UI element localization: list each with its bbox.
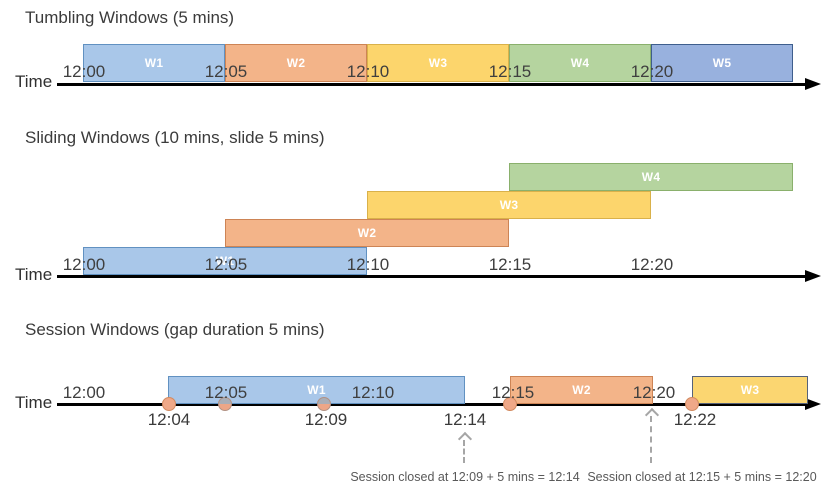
window-label: W2 — [357, 226, 377, 240]
window-label: W2 — [286, 56, 306, 70]
tumbling-tick: 12:05 — [204, 62, 248, 81]
sliding-window-w3: W3 — [367, 191, 651, 219]
sliding-title: Sliding Windows (10 mins, slide 5 mins) — [25, 128, 325, 147]
sliding-window-w1: W1 — [83, 247, 367, 275]
window-label: W3 — [740, 383, 760, 397]
sliding-tick: 12:05 — [204, 255, 248, 274]
tumbling-tick: 12:10 — [346, 62, 390, 81]
tumbling-window-w5: W5 — [651, 44, 793, 82]
event-time-label: 12:04 — [147, 410, 191, 429]
session-close-annotation: Session closed at 12:15 + 5 mins = 12:20 — [587, 470, 817, 484]
event-time-label: 12:22 — [673, 410, 717, 429]
sliding-axis-line — [57, 275, 807, 278]
session-tick: 12:05 — [204, 383, 248, 402]
event-time-label: 12:09 — [304, 410, 348, 429]
event-dot-12-22 — [685, 397, 699, 411]
sliding-window-w4: W4 — [509, 163, 793, 191]
window-label: W1 — [144, 56, 164, 70]
dashed-up-arrow-icon — [644, 407, 660, 423]
sliding-time-label: Time — [15, 265, 53, 284]
window-label: W4 — [570, 56, 590, 70]
window-label: W3 — [499, 198, 519, 212]
tumbling-window-w1: W1 — [83, 44, 225, 82]
tumbling-window-w4: W4 — [509, 44, 651, 82]
session-tick: 12:20 — [632, 383, 676, 402]
window-label: W1 — [307, 383, 326, 397]
event-time-label: 12:14 — [443, 410, 487, 429]
sliding-tick: 12:10 — [346, 255, 390, 274]
tumbling-tick: 12:15 — [488, 62, 532, 81]
event-dot-12-09 — [317, 397, 331, 411]
session-window-w3: W3 — [692, 376, 808, 404]
event-dot-12-04 — [162, 397, 176, 411]
sliding-tick: 12:00 — [62, 255, 106, 274]
tumbling-tick: 12:20 — [630, 62, 674, 81]
session-close-annotation: Session closed at 12:09 + 5 mins = 12:14 — [350, 470, 580, 484]
sliding-tick: 12:15 — [488, 255, 532, 274]
dashed-up-arrow-icon — [457, 431, 473, 447]
window-label: W3 — [428, 56, 448, 70]
dashed-arrow-line — [463, 440, 465, 463]
event-dot-12-05 — [218, 397, 232, 411]
sliding-axis-arrow-icon — [805, 270, 821, 282]
session-tick: 12:10 — [351, 383, 395, 402]
event-dot-12-15 — [503, 397, 517, 411]
window-label: W5 — [712, 56, 732, 70]
window-label: W1 — [215, 254, 235, 268]
window-label: W2 — [572, 383, 591, 397]
session-title: Session Windows (gap duration 5 mins) — [25, 320, 325, 339]
tumbling-window-w2: W2 — [225, 44, 367, 82]
tumbling-title: Tumbling Windows (5 mins) — [25, 8, 235, 27]
session-axis-line — [57, 403, 807, 406]
session-time-label: Time — [15, 393, 53, 412]
tumbling-axis-line — [57, 83, 807, 86]
dashed-arrow-line — [650, 416, 652, 463]
session-window-w2: W2 — [510, 376, 653, 404]
session-axis-arrow-icon — [805, 398, 821, 410]
tumbling-window-w3: W3 — [367, 44, 509, 82]
session-tick: 12:15 — [491, 383, 535, 402]
session-tick: 12:00 — [62, 383, 106, 402]
tumbling-axis-arrow-icon — [805, 78, 821, 90]
session-window-w1: W1 — [168, 376, 465, 404]
sliding-window-w2: W2 — [225, 219, 509, 247]
sliding-tick: 12:20 — [630, 255, 674, 274]
tumbling-tick: 12:00 — [62, 62, 106, 81]
tumbling-time-label: Time — [15, 72, 53, 91]
window-label: W4 — [641, 170, 661, 184]
